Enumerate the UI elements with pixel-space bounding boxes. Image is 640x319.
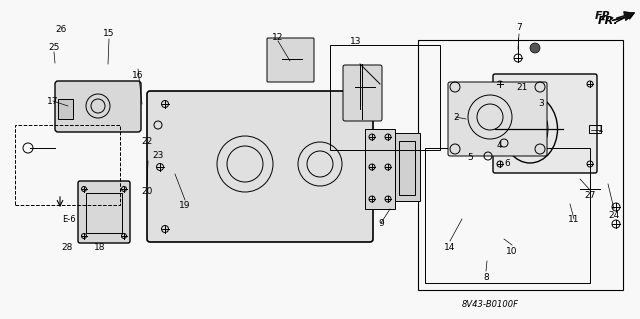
Circle shape [530,43,540,53]
Text: 7: 7 [516,23,522,32]
Text: 5: 5 [467,152,473,161]
FancyBboxPatch shape [267,38,314,82]
Text: 21: 21 [516,83,528,92]
Text: 15: 15 [103,29,115,39]
Text: 25: 25 [48,42,60,51]
Text: 13: 13 [350,36,362,46]
Text: 11: 11 [568,214,580,224]
Text: 14: 14 [444,242,456,251]
FancyBboxPatch shape [147,91,373,242]
Bar [418,40,623,290]
Text: 1: 1 [598,125,604,135]
Bar [589,125,601,133]
Bar [330,45,440,150]
Text: 8: 8 [483,272,489,281]
Text: 4: 4 [496,140,502,150]
Bar [399,141,415,195]
FancyBboxPatch shape [343,65,382,121]
Text: 22: 22 [141,137,152,145]
Text: 17: 17 [47,97,59,106]
Bar [425,148,590,283]
Text: 3: 3 [538,99,544,108]
FancyBboxPatch shape [55,81,141,132]
Bar [395,133,420,201]
Text: E-6: E-6 [62,215,76,224]
Text: 9: 9 [378,219,384,227]
Text: 8V43-B0100F: 8V43-B0100F [461,300,518,309]
Bar [58,99,73,119]
Text: 16: 16 [132,70,144,79]
Text: 28: 28 [61,242,73,251]
Text: 19: 19 [179,202,191,211]
Text: 27: 27 [584,191,596,201]
FancyBboxPatch shape [448,82,547,156]
Text: FR.: FR. [598,16,619,26]
Text: 10: 10 [506,247,518,256]
Bar [15,125,120,205]
FancyBboxPatch shape [493,74,597,173]
Bar [86,193,122,233]
Text: 18: 18 [94,242,106,251]
Text: 24: 24 [609,211,620,219]
Text: 26: 26 [55,26,67,34]
Text: 6: 6 [504,160,510,168]
Text: 12: 12 [272,33,284,41]
Text: 20: 20 [141,187,153,196]
Text: 23: 23 [152,151,164,160]
Bar [365,129,395,209]
FancyBboxPatch shape [78,181,130,243]
Text: 2: 2 [453,113,459,122]
Text: FR.: FR. [595,11,616,21]
